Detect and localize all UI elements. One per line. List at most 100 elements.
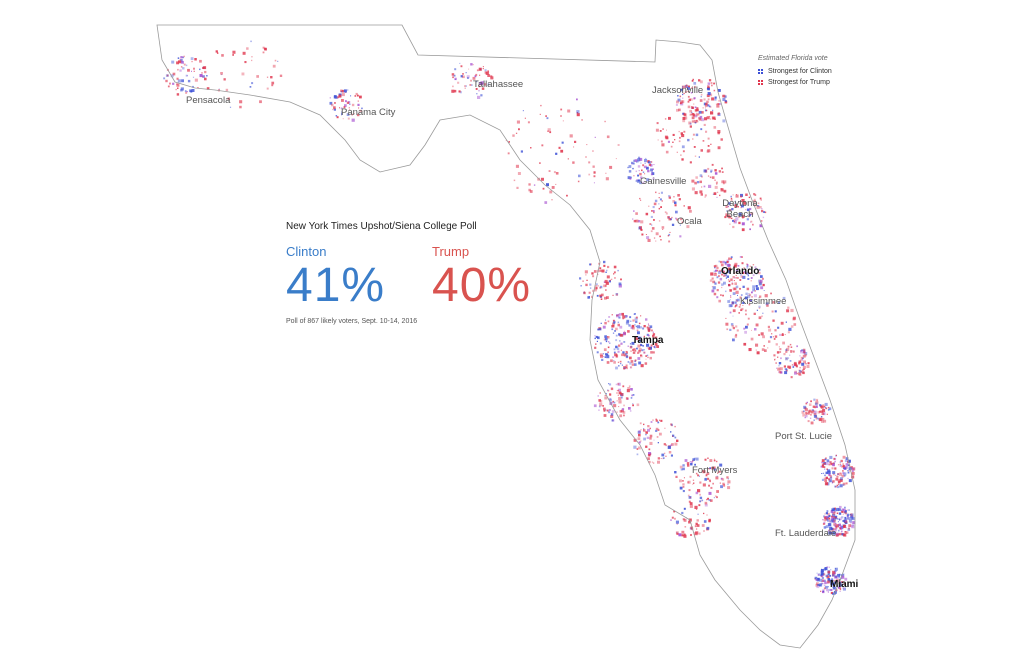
vote-dot: [829, 462, 831, 464]
vote-dot: [716, 269, 719, 272]
vote-dot: [827, 516, 829, 519]
vote-dot: [646, 161, 648, 163]
vote-dot: [605, 172, 607, 174]
vote-dot: [215, 50, 218, 53]
vote-dot: [721, 180, 725, 184]
vote-dot: [716, 496, 718, 499]
vote-dot: [696, 528, 698, 530]
vote-dot: [660, 419, 663, 422]
vote-dot: [842, 470, 844, 472]
vote-dot: [761, 315, 763, 318]
vote-dot: [740, 274, 742, 276]
vote-dot: [350, 95, 352, 97]
vote-dot: [752, 288, 755, 292]
vote-dot: [850, 522, 852, 524]
vote-dot: [738, 201, 740, 203]
vote-dot: [843, 508, 846, 512]
vote-dot: [662, 457, 665, 459]
vote-dot: [638, 350, 641, 353]
vote-dot: [692, 458, 695, 461]
vote-dot: [748, 293, 752, 297]
vote-dot: [178, 60, 182, 64]
vote-dot: [172, 72, 176, 76]
vote-dot: [838, 533, 841, 536]
vote-dot: [716, 266, 719, 270]
vote-dot: [569, 134, 573, 138]
vote-dot: [636, 347, 638, 350]
vote-dot: [587, 296, 590, 299]
vote-dot: [617, 350, 620, 353]
vote-dot: [542, 187, 545, 190]
vote-dot: [734, 277, 736, 279]
vote-dot: [618, 344, 621, 347]
vote-dot: [670, 454, 673, 457]
vote-dot: [850, 466, 853, 469]
vote-dot: [805, 413, 808, 416]
vote-dot: [847, 470, 849, 472]
vote-dot: [474, 75, 477, 78]
vote-dot: [605, 319, 607, 321]
vote-dot: [600, 354, 603, 358]
vote-dot: [689, 461, 692, 463]
vote-dot: [735, 217, 739, 221]
vote-dot: [832, 580, 834, 582]
vote-dot: [730, 258, 733, 260]
vote-dot: [655, 240, 657, 242]
vote-dot: [798, 370, 802, 373]
vote-dot: [823, 521, 826, 524]
vote-dot: [770, 292, 772, 295]
vote-dot: [809, 417, 812, 419]
vote-dot: [803, 405, 807, 409]
vote-dot: [674, 517, 676, 520]
vote-dot: [251, 59, 253, 62]
candidate-clinton: Clinton 41%: [286, 244, 432, 310]
vote-dot: [476, 69, 479, 72]
vote-dot: [846, 513, 850, 517]
vote-dot: [357, 94, 359, 97]
vote-dot: [576, 113, 580, 117]
map-legend: Estimated Florida vote Strongest for Cli…: [758, 55, 832, 90]
vote-dot: [839, 505, 842, 509]
vote-dot: [638, 348, 642, 352]
vote-dot: [839, 590, 841, 592]
vote-dot: [640, 429, 642, 431]
vote-dot: [544, 201, 548, 204]
vote-dot: [176, 77, 179, 80]
vote-dot: [654, 199, 658, 203]
vote-dot: [671, 516, 674, 519]
vote-dot: [699, 118, 701, 120]
vote-dot: [659, 198, 662, 201]
vote-dot: [823, 579, 826, 582]
vote-dot: [784, 334, 786, 336]
vote-dot: [636, 403, 640, 407]
vote-dot: [661, 226, 665, 229]
vote-dot: [785, 369, 788, 372]
vote-dot: [652, 210, 655, 212]
vote-dot: [676, 532, 679, 535]
vote-dot: [708, 479, 711, 482]
vote-dot: [677, 95, 679, 97]
vote-dot: [216, 52, 219, 54]
vote-dot: [722, 294, 724, 297]
vote-dot: [629, 410, 632, 412]
vote-dot: [588, 161, 591, 164]
vote-dot: [709, 459, 713, 462]
vote-dot: [824, 458, 827, 461]
vote-dot: [472, 76, 476, 80]
vote-dot: [728, 209, 731, 212]
vote-dot: [657, 340, 659, 343]
vote-dot: [806, 401, 808, 404]
vote-dot: [823, 462, 826, 465]
vote-dot: [351, 118, 355, 122]
vote-dot: [608, 398, 611, 401]
vote-dot: [778, 365, 780, 367]
city-label-kissimmee: Kissimmee: [740, 296, 787, 307]
vote-dot: [613, 273, 615, 275]
vote-dot: [191, 60, 193, 63]
vote-dot: [714, 495, 717, 498]
vote-dot: [640, 364, 644, 368]
vote-dot: [647, 356, 649, 359]
vote-dot: [464, 85, 466, 87]
vote-dot: [708, 484, 710, 487]
vote-dot: [789, 343, 792, 346]
